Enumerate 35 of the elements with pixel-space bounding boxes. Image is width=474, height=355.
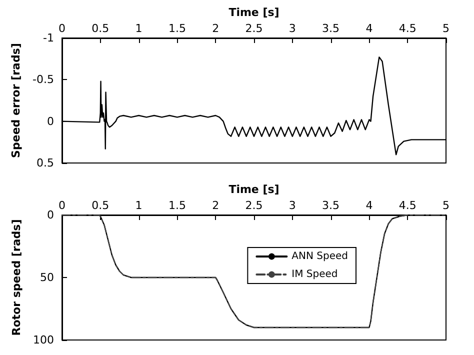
x-tick-label: 5: [442, 199, 450, 212]
y-tick-label: -0.5: [32, 73, 54, 86]
x-tick-label: 4.5: [398, 22, 416, 35]
x-tick-label: 4: [366, 22, 373, 35]
x-tick-label: 3: [288, 22, 296, 35]
x-tick-label: 1: [135, 199, 142, 212]
x-tick-label: 4.5: [398, 199, 416, 212]
x-tick-label: 2.5: [245, 199, 263, 212]
x-tick-label: 1.5: [168, 22, 186, 35]
x-tick-label: 2: [212, 199, 220, 212]
legend-label: ANN Speed: [292, 251, 348, 262]
x-tick-label: 0: [58, 199, 66, 212]
y-tick-label: 0.5: [36, 156, 54, 170]
y-tick-label: 0: [47, 114, 54, 128]
y-tick-label: 0: [47, 208, 54, 222]
y-axis-title: Speed error [rads]: [10, 43, 23, 158]
x-tick-label: 2.5: [245, 22, 263, 35]
x-tick-label: 0.5: [92, 22, 110, 35]
x-axis-title: Time [s]: [228, 6, 280, 19]
y-tick-label: 100: [33, 334, 54, 346]
x-tick-label: 4: [366, 199, 373, 212]
x-tick-label: 0: [58, 22, 66, 35]
x-tick-label: 5: [442, 22, 450, 35]
x-tick-label: 3.5: [322, 22, 340, 35]
x-tick-label: 2: [212, 22, 220, 35]
x-tick-label: 3.5: [322, 199, 340, 212]
y-axis-title: Rotor speed [rads]: [10, 219, 24, 336]
y-tick-label: -1: [43, 32, 54, 44]
x-tick-label: 1: [135, 22, 142, 35]
legend-label: IM Speed: [292, 269, 338, 280]
y-tick-label: 50: [40, 271, 54, 284]
x-tick-label: 1.5: [168, 199, 186, 212]
x-tick-label: 3: [288, 199, 296, 212]
x-tick-label: 0.5: [92, 199, 110, 212]
x-axis-title: Time [s]: [228, 183, 280, 196]
